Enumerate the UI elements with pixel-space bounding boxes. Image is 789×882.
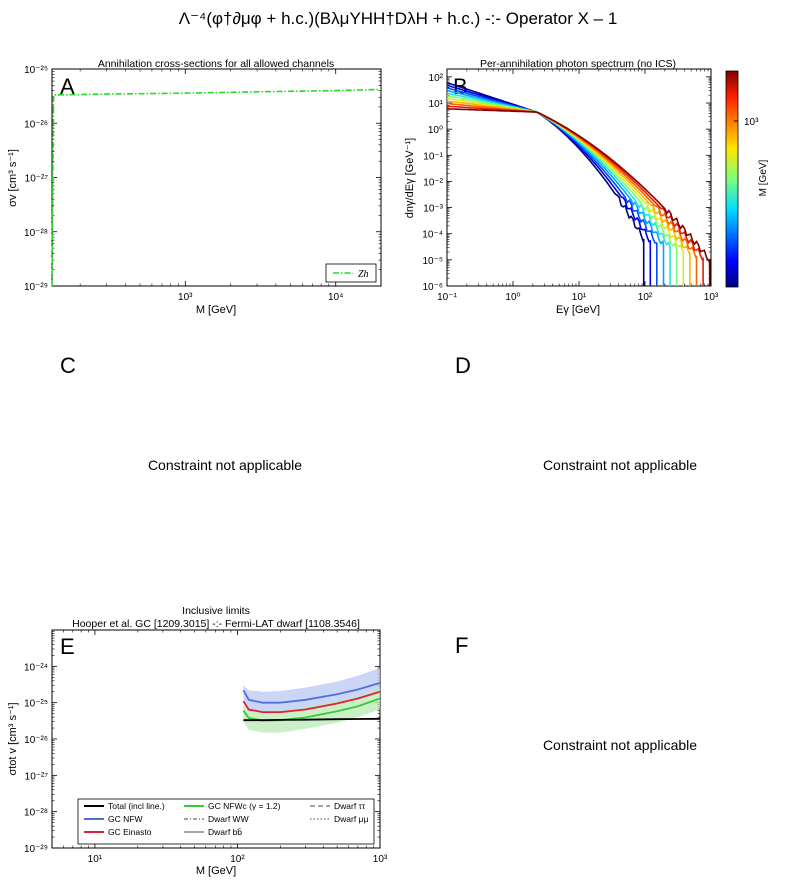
panel-e-y-tick-label: 10⁻²⁹ xyxy=(24,844,48,855)
panel-b-y-tick-label: 10⁰ xyxy=(428,125,443,136)
panel-b-title: Per-annihilation photon spectrum (no ICS… xyxy=(480,58,676,70)
panel-a-x-tick-label: 10³ xyxy=(178,292,193,303)
panel-b-x-tick-label: 10³ xyxy=(704,292,719,303)
panel-e-x-tick-label: 10² xyxy=(230,854,245,865)
spectrum-line xyxy=(446,108,711,286)
panel-e-ylabel: σtot v [cm³ s⁻¹] xyxy=(7,702,19,775)
panel-a-y-tick-label: 10⁻²⁶ xyxy=(24,119,48,130)
spectrum-line xyxy=(446,87,658,286)
spectrum-line xyxy=(446,94,678,286)
legend-label-dwarf-ww: Dwarf WW xyxy=(208,814,249,824)
band-gc-nfwc xyxy=(243,688,380,733)
panel-b-colorbar xyxy=(725,70,739,288)
panel-a-y-tick-label: 10⁻²⁷ xyxy=(25,174,49,185)
panel-e-chart: Inclusive limits Hooper et al. GC [1209.… xyxy=(7,605,388,877)
panel-e-legend-box xyxy=(77,798,375,845)
panel-b-y-tick-label: 10⁻³ xyxy=(423,204,443,215)
figure-title: Λ⁻⁴(φ†∂μφ + h.c.)(BλμYHH†DλH + h.c.) -:-… xyxy=(179,9,618,28)
panel-a-frame xyxy=(51,68,382,287)
panel-b-y-tick-label: 10¹ xyxy=(429,99,444,110)
panel-f-letter: F xyxy=(455,633,468,658)
legend-label-dwarf-tautau: Dwarf ττ xyxy=(334,801,366,811)
series-gc-nfw-line xyxy=(242,682,381,704)
panel-e-subtitle: Hooper et al. GC [1209.3015] -:- Fermi-L… xyxy=(72,618,360,630)
series-gc-nfwc-line xyxy=(242,697,381,722)
series-total-line xyxy=(243,717,381,722)
panel-b-x-tick-label: 10⁻¹ xyxy=(437,292,457,303)
legend-label-total: Total (incl line.) xyxy=(108,801,165,811)
panel-a-x-tick-label: 10⁴ xyxy=(328,292,343,303)
panel-a-y-tick-label: 10⁻²⁹ xyxy=(24,282,48,293)
panel-d-letter: D xyxy=(455,353,471,378)
legend-label-nfwc: GC NFWc (γ = 1.2) xyxy=(208,801,281,811)
panel-b-x-tick-label: 10¹ xyxy=(572,292,587,303)
panel-b-chart: Per-annihilation photon spectrum (no ICS… xyxy=(404,58,769,316)
panel-c-letter: C xyxy=(60,353,76,378)
legend-label-einasto: GC Einasto xyxy=(108,827,152,837)
legend-label-dwarf-mumu: Dwarf μμ xyxy=(334,814,368,824)
panel-a-letter: A xyxy=(60,74,75,99)
colorbar-label: M [GeV] xyxy=(758,159,769,196)
panel-a-y-tick-label: 10⁻²⁸ xyxy=(24,228,48,239)
panel-e-letter: E xyxy=(60,634,75,659)
legend-label-dwarf-bb: Dwarf bb̄ xyxy=(208,827,242,837)
panel-e-title: Inclusive limits xyxy=(182,605,250,617)
panel-e-legend: Total (incl line.) GC NFW GC Einasto GC … xyxy=(77,798,375,845)
panel-b-y-tick-label: 10⁻¹ xyxy=(423,151,443,162)
panel-e-xlabel: M [GeV] xyxy=(196,865,236,877)
colorbar-tick-label: 10³ xyxy=(744,117,759,128)
panel-a-ylabel: σv [cm³ s⁻¹] xyxy=(7,149,19,207)
series-gc-einasto-line xyxy=(242,690,381,713)
panel-f-na-text: Constraint not applicable xyxy=(543,737,697,753)
panel-b-x-tick-label: 10² xyxy=(638,292,653,303)
series-zh-line xyxy=(51,88,382,287)
panel-e-y-tick-label: 10⁻²⁷ xyxy=(25,771,49,782)
panel-e-y-tick-label: 10⁻²⁶ xyxy=(24,735,48,746)
panel-b-y-tick-label: 10⁻⁶ xyxy=(422,282,443,293)
panel-b-y-tick-label: 10² xyxy=(429,73,444,84)
panel-b-y-tick-label: 10⁻² xyxy=(423,177,443,188)
panel-a-legend-label: Zh xyxy=(358,269,369,280)
panel-b-xlabel: Eγ [GeV] xyxy=(556,304,600,316)
panel-e-y-tick-label: 10⁻²⁸ xyxy=(24,808,48,819)
panel-e-x-tick-label: 10³ xyxy=(373,854,388,865)
panel-e-x-tick-label: 10¹ xyxy=(88,854,103,865)
panel-a-y-tick-label: 10⁻²⁵ xyxy=(24,65,48,76)
panel-b-x-tick-label: 10⁰ xyxy=(505,292,520,303)
panel-e-y-tick-label: 10⁻²⁴ xyxy=(24,662,48,673)
panel-a-legend-box xyxy=(325,263,377,283)
panel-b-y-tick-label: 10⁻⁵ xyxy=(422,256,443,267)
panel-a-xlabel: M [GeV] xyxy=(196,304,236,316)
panel-b-y-tick-label: 10⁻⁴ xyxy=(422,230,443,241)
panel-c-na-text: Constraint not applicable xyxy=(148,457,302,473)
legend-label-nfw: GC NFW xyxy=(108,814,142,824)
spectrum-line xyxy=(446,81,645,286)
panel-b-ylabel: dnγ/dEγ [GeV⁻¹] xyxy=(404,138,416,218)
panel-a-title: Annihilation cross-sections for all allo… xyxy=(98,58,334,70)
panel-e-y-tick-label: 10⁻²⁵ xyxy=(24,699,48,710)
panel-d-na-text: Constraint not applicable xyxy=(543,457,697,473)
panel-a-chart: Annihilation cross-sections for all allo… xyxy=(7,58,382,316)
